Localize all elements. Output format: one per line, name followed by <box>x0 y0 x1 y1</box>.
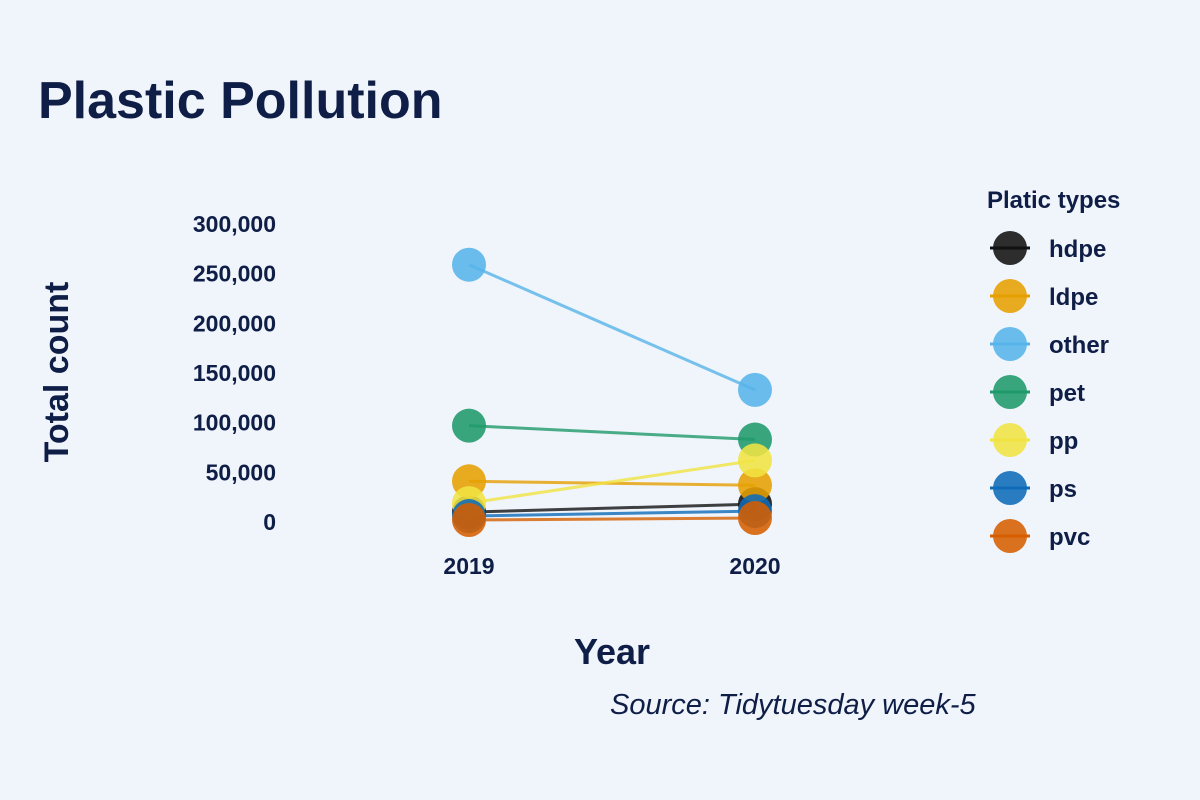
y-axis-label: Total count <box>38 282 76 463</box>
series-points <box>452 247 772 538</box>
point-pvc-2020 <box>738 501 772 536</box>
legend-label: pp <box>1049 428 1078 455</box>
legend-key-point <box>993 519 1027 553</box>
series-lines <box>468 263 756 522</box>
legend-item-pet: pet <box>990 375 1085 409</box>
point-other-2020 <box>738 372 772 407</box>
x-tick-label: 2020 <box>729 553 780 579</box>
y-tick-label: 250,000 <box>193 261 276 287</box>
caption: Source: Tidytuesday week-5 <box>610 689 977 721</box>
point-ldpe-2020 <box>738 468 772 503</box>
series-line-pvc <box>468 516 756 522</box>
y-tick-label: 100,000 <box>193 410 276 436</box>
legend-label: other <box>1049 332 1109 359</box>
point-pp-2020 <box>738 443 772 478</box>
x-axis-ticks: 2019 2020 <box>443 553 780 579</box>
series-line-pp <box>468 458 756 505</box>
legend-item-pp: pp <box>990 423 1078 457</box>
legend-item-other: other <box>990 327 1109 361</box>
y-tick-label: 200,000 <box>193 310 276 336</box>
legend-key-point <box>993 279 1027 313</box>
plot-area <box>452 247 772 538</box>
legend-item-ldpe: ldpe <box>990 279 1098 313</box>
legend-item-pvc: pvc <box>990 519 1090 553</box>
legend-key-point <box>993 327 1027 361</box>
x-axis-label: Year <box>574 631 650 672</box>
series-line-hdpe <box>468 502 756 514</box>
legend-label: pet <box>1049 380 1085 407</box>
point-pet-2019 <box>452 408 486 443</box>
legend-key-point <box>993 375 1027 409</box>
legend: Platic types hdpe ldpe other pet pp ps pvc <box>987 187 1120 553</box>
point-pvc-2019 <box>452 503 486 538</box>
legend-item-ps: ps <box>990 471 1077 505</box>
legend-item-hdpe: hdpe <box>990 231 1106 265</box>
y-tick-label: 0 <box>263 509 276 535</box>
point-other-2019 <box>452 247 486 282</box>
legend-key-point <box>993 423 1027 457</box>
legend-label: ldpe <box>1049 284 1098 311</box>
y-axis-ticks: 0 50,000 100,000 150,000 200,000 250,000 300,0… <box>193 211 276 535</box>
legend-key-point <box>993 231 1027 265</box>
legend-label: hdpe <box>1049 236 1106 263</box>
y-tick-label: 150,000 <box>193 360 276 386</box>
series-line-pet <box>468 424 756 442</box>
y-tick-label: 300,000 <box>193 211 276 237</box>
x-tick-label: 2019 <box>443 553 494 579</box>
legend-label: ps <box>1049 476 1077 503</box>
series-line-other <box>468 263 756 392</box>
series-line-ps <box>468 509 756 518</box>
legend-key-point <box>993 471 1027 505</box>
chart-title: Plastic Pollution <box>38 72 443 130</box>
legend-title: Platic types <box>987 187 1120 214</box>
y-tick-label: 50,000 <box>206 459 276 485</box>
legend-label: pvc <box>1049 524 1090 551</box>
